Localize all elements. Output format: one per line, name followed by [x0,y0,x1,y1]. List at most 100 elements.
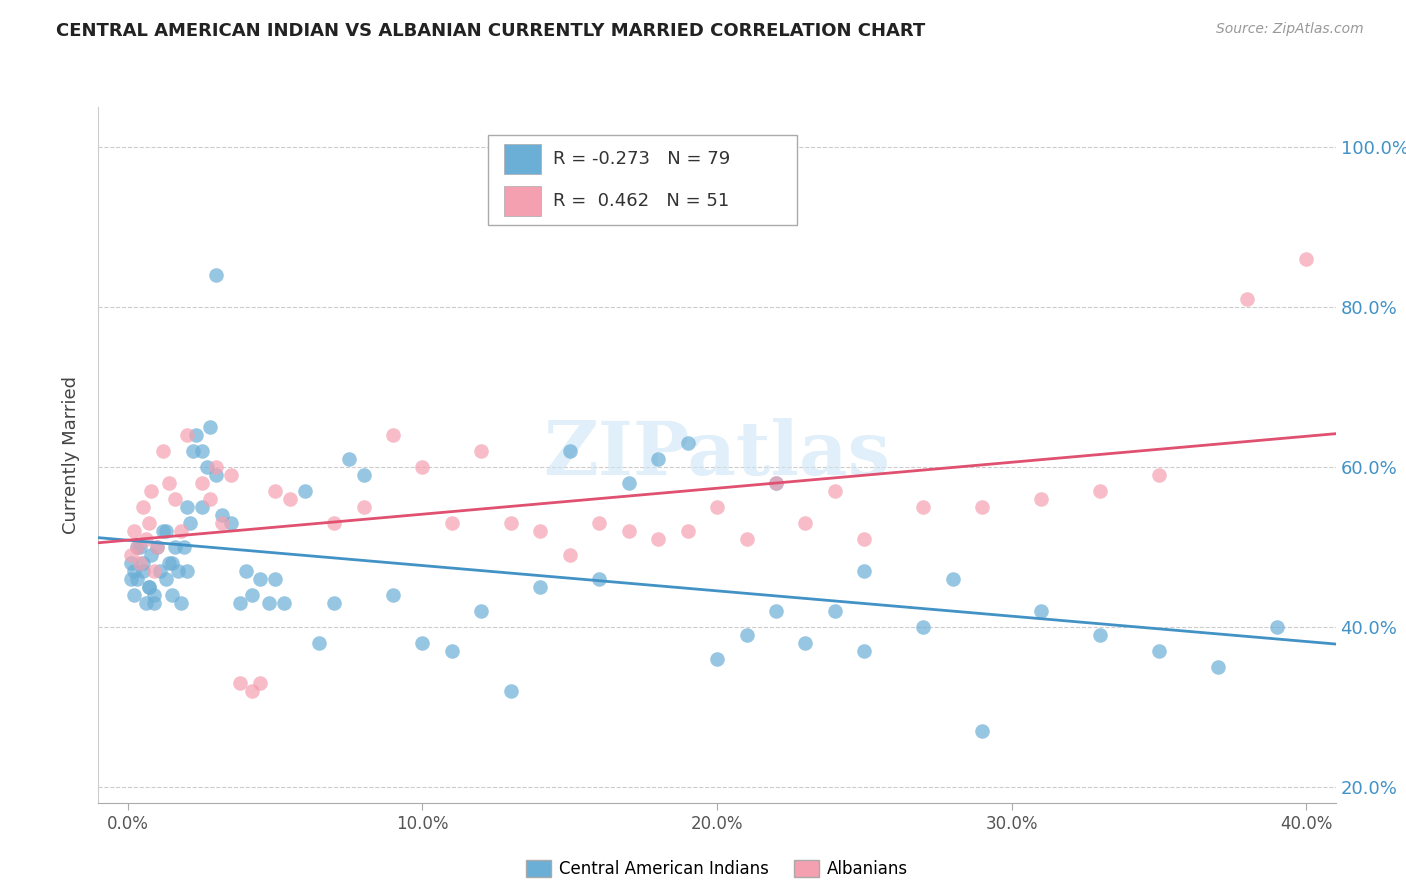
Point [972,723,994,738]
Point [853,564,876,578]
Point [264,483,287,498]
Point [735,628,758,642]
Point [765,475,787,490]
Point [824,483,846,498]
FancyBboxPatch shape [503,186,541,216]
Point [120,548,142,562]
Point [912,500,935,514]
Point [1029,491,1052,506]
Point [235,564,257,578]
Point [440,644,463,658]
Point [143,596,166,610]
Point [163,540,186,554]
Point [470,444,492,458]
Point [135,532,157,546]
Point [120,556,142,570]
Point [122,564,145,578]
Point [1147,467,1170,482]
Point [197,459,219,474]
Point [617,524,640,538]
Point [120,572,142,586]
Point [249,676,271,690]
Point [647,451,669,466]
Point [131,500,153,514]
Point [942,572,965,586]
Point [143,588,166,602]
Point [323,596,346,610]
Point [176,428,198,442]
Point [853,532,876,546]
Point [205,467,228,482]
Point [912,620,935,634]
Point [1088,483,1111,498]
Point [1265,620,1288,634]
Point [152,524,174,538]
Point [141,548,163,562]
Point [190,444,212,458]
Point [853,644,876,658]
Point [411,459,433,474]
Point [440,516,463,530]
Point [499,516,522,530]
Point [1088,628,1111,642]
Point [176,564,198,578]
Point [972,500,994,514]
Point [138,580,160,594]
Point [1236,292,1258,306]
Point [157,475,180,490]
Point [240,588,263,602]
Point [411,636,433,650]
Point [138,516,160,530]
Text: R = -0.273   N = 79: R = -0.273 N = 79 [553,150,730,168]
Point [152,444,174,458]
Point [149,564,172,578]
FancyBboxPatch shape [488,135,797,226]
Point [308,636,330,650]
Point [125,540,148,554]
Point [205,459,228,474]
Point [353,467,375,482]
Text: ZIPatlas: ZIPatlas [544,418,890,491]
Point [211,508,233,522]
Text: R =  0.462   N = 51: R = 0.462 N = 51 [553,192,730,210]
Point [259,596,281,610]
Point [499,683,522,698]
Point [163,491,186,506]
Point [205,268,228,282]
Point [558,444,581,458]
Point [382,588,405,602]
Point [617,475,640,490]
Point [676,436,699,450]
Point [588,572,610,586]
Point [181,444,204,458]
Point [706,652,728,666]
Point [323,516,346,530]
Text: Source: ZipAtlas.com: Source: ZipAtlas.com [1216,22,1364,37]
Point [353,500,375,514]
Point [794,516,817,530]
Point [1295,252,1317,266]
Point [219,467,242,482]
Point [131,556,153,570]
Point [1029,604,1052,618]
Point [211,516,233,530]
Point [184,428,207,442]
Point [219,516,242,530]
Point [143,564,166,578]
Point [125,572,148,586]
Point [146,540,169,554]
Point [160,556,183,570]
Point [558,548,581,562]
Point [157,556,180,570]
Point [273,596,295,610]
Point [382,428,405,442]
Point [529,524,551,538]
Point [122,524,145,538]
Point [240,683,263,698]
Point [125,540,148,554]
Point [131,564,153,578]
Point [190,500,212,514]
Point [588,516,610,530]
Point [264,572,287,586]
Point [176,500,198,514]
